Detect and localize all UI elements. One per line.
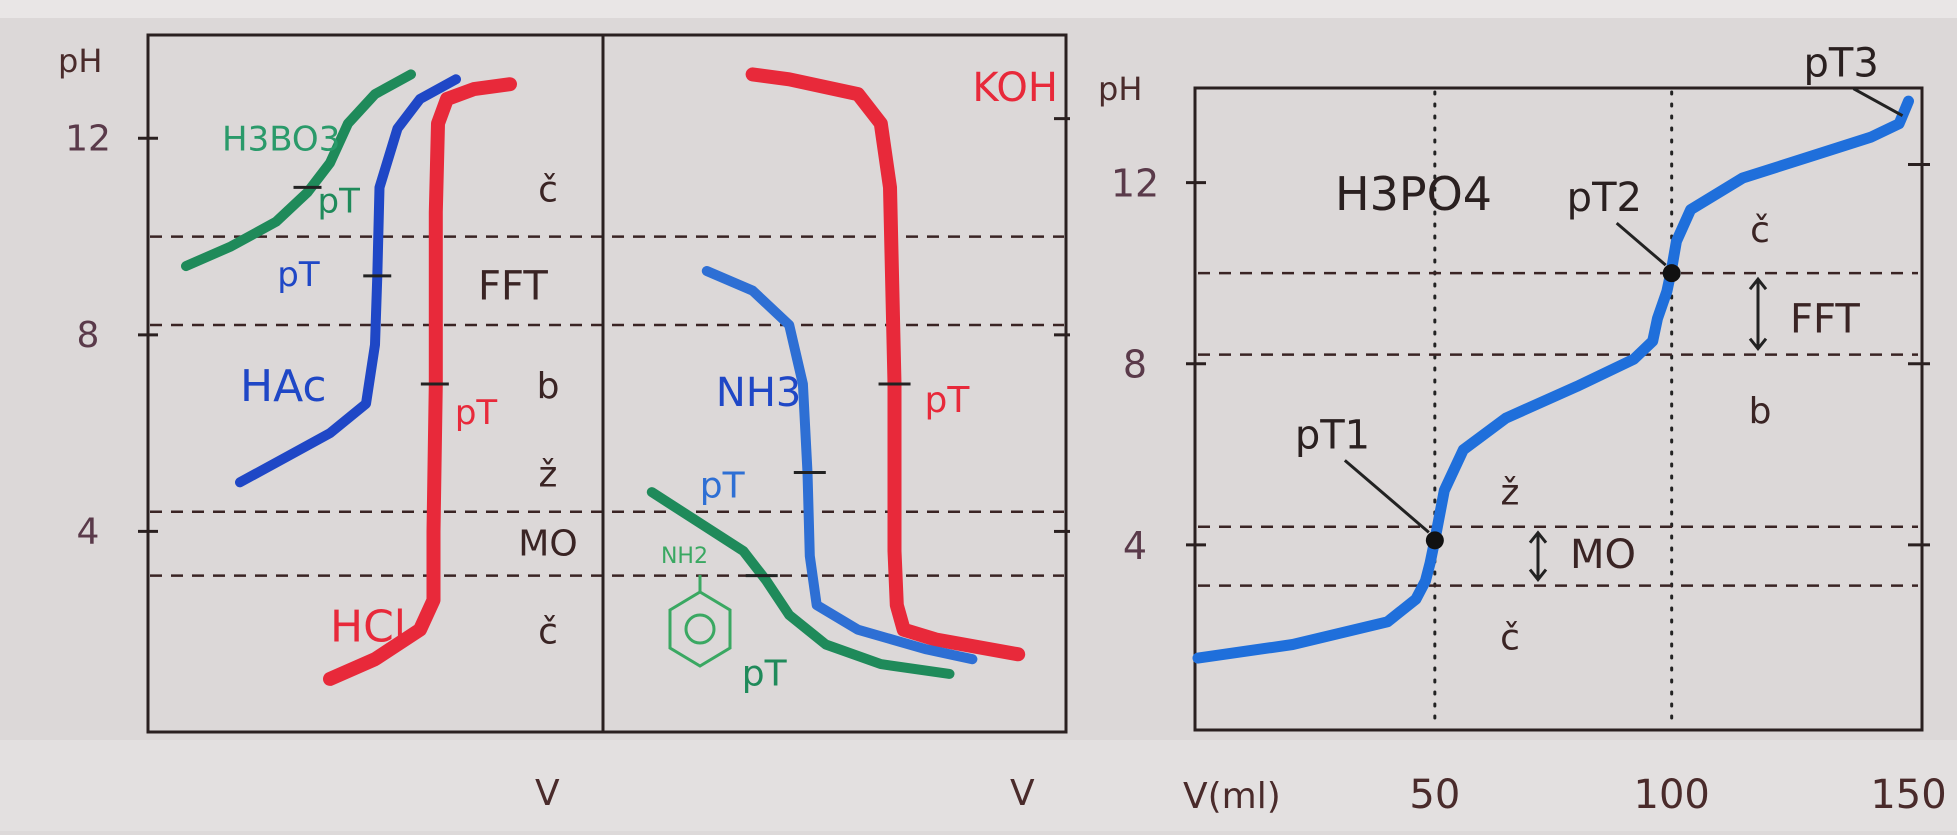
indicator-label: č [1750, 210, 1770, 251]
x-tick-label: 150 [1870, 772, 1946, 818]
series-annotation: NH2 [661, 544, 708, 569]
y-tick-label: 8 [1123, 343, 1147, 387]
pointer-arrow [1343, 459, 1430, 534]
series-annotation: KOH [972, 65, 1058, 111]
middle-series: pT pT pT [646, 67, 1026, 695]
middle-base-titration-panel: pT pT pT KOH NH3 NH2 V [601, 33, 1070, 814]
right-chart-title: H3PO4 [1335, 167, 1492, 221]
pt-label: pT [925, 380, 971, 421]
series-annotation: H3BO3 [222, 119, 340, 159]
fft-range-bracket [1748, 276, 1768, 352]
y-tick-label: 4 [77, 511, 100, 552]
pt-label: pT [277, 255, 320, 295]
left-acid-titration-panel: pT pT pT 12 8 4 č FFT b ž MO č H3BO3 HAc HCl pH V [58, 33, 1064, 814]
x-tick-label: 50 [1409, 772, 1460, 818]
left-indicator-lines [150, 235, 1064, 577]
indicator-label: b [1749, 391, 1772, 432]
y-tick-label: 12 [1111, 162, 1159, 206]
series-annotation: HCl [330, 602, 406, 653]
right-h3po4-panel: pT1 pT2 pT3 12 8 4 50 100 150 č FFT b ž MO č pH V(ml… [1098, 41, 1947, 818]
indicator-label: č [1500, 617, 1520, 658]
series-line-hac [235, 74, 461, 488]
pt-label: pT [455, 393, 498, 433]
series-line-h3bo3 [181, 69, 416, 272]
left-y-axis-label: pH [58, 42, 102, 80]
equivalence-point-label: pT2 [1567, 175, 1642, 221]
left-y-ticks: 12 8 4 [65, 118, 158, 552]
x-tick-label: 100 [1634, 772, 1710, 818]
indicator-label: MO [518, 523, 577, 564]
right-annotations: č FFT b ž MO č [1500, 162, 1930, 658]
series-annotation: HAc [240, 361, 327, 412]
y-tick-label: 8 [77, 315, 100, 356]
right-plot-frame [1193, 86, 1924, 732]
series-line-h3po4 [1192, 95, 1914, 664]
middle-x-axis-label: V [1010, 773, 1035, 814]
equivalence-point-marker [1662, 264, 1681, 283]
right-equivalence-vertical-lines [1433, 90, 1674, 728]
equivalence-point-label: pT3 [1804, 41, 1879, 87]
indicator-label: FFT [1790, 296, 1860, 342]
y-tick-label: 12 [65, 118, 111, 159]
equivalence-point-label: pT1 [1295, 412, 1370, 458]
right-indicator-lines [1198, 271, 1918, 587]
indicator-label: FFT [478, 264, 548, 310]
middle-annotations: KOH NH3 NH2 [661, 65, 1070, 569]
indicator-label: b [537, 366, 560, 407]
pt-label: pT [318, 181, 361, 221]
right-x-axis-label: V(ml) [1183, 776, 1281, 817]
pt-label: pT [700, 465, 746, 506]
left-series: pT pT pT [181, 69, 517, 686]
left-x-axis-label: V [535, 773, 560, 814]
y-tick-label: 4 [1123, 524, 1147, 568]
series-annotation: NH3 [716, 370, 801, 416]
left-annotations: č FFT b ž MO č H3BO3 HAc HCl [222, 119, 578, 652]
indicator-label: č [538, 169, 558, 210]
pointer-arrow [1852, 87, 1904, 118]
pt-label: pT [742, 654, 788, 695]
series-line-nh3 [701, 266, 978, 665]
right-y-axis-label: pH [1098, 70, 1142, 108]
right-axis-ticks: 12 8 4 50 100 150 [1111, 162, 1947, 818]
indicator-label: MO [1570, 532, 1636, 578]
indicator-label: č [538, 612, 558, 653]
right-series: pT1 pT2 pT3 [1192, 41, 1914, 664]
pointer-arrow [1615, 222, 1667, 267]
middle-plot-frame [601, 33, 1068, 734]
equivalence-point-marker [1425, 531, 1444, 550]
aniline-ring-icon [668, 575, 732, 668]
indicator-label: ž [539, 454, 558, 495]
mo-range-bracket [1528, 530, 1548, 583]
indicator-label: ž [1501, 473, 1520, 514]
series-line-aniline [646, 487, 955, 679]
